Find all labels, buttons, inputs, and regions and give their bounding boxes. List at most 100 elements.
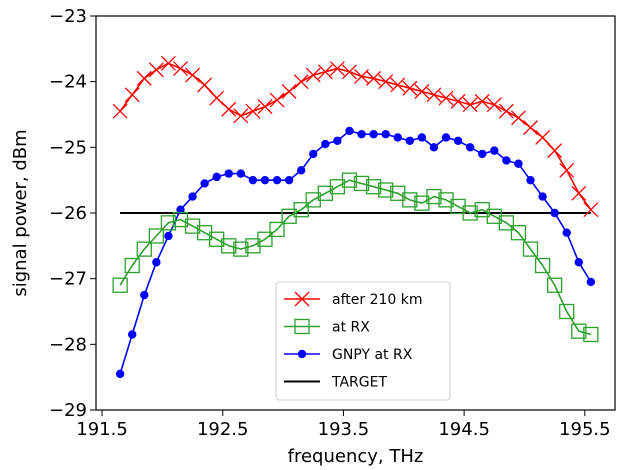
- data-point-x: [136, 70, 152, 86]
- data-point-square: [160, 215, 177, 231]
- data-point-dot: [309, 149, 318, 159]
- data-point-dot: [321, 139, 330, 149]
- data-point-x: [317, 64, 333, 80]
- legend-box: [275, 281, 451, 401]
- plot-area: [112, 55, 599, 379]
- x-stroke: [112, 103, 128, 119]
- data-point-x: [233, 108, 249, 124]
- data-point-x: [390, 77, 406, 93]
- data-point-x: [269, 92, 285, 108]
- data-point-square: [124, 257, 140, 274]
- x-stroke: [474, 93, 490, 109]
- series-at-rx: [112, 172, 599, 343]
- x-stroke: [221, 101, 237, 117]
- data-point-x: [197, 77, 213, 93]
- data-point-dot: [357, 130, 366, 139]
- data-point-dot: [538, 192, 547, 201]
- x-stroke: [185, 67, 201, 83]
- data-point-x: [414, 84, 430, 99]
- data-point-square: [522, 241, 539, 257]
- data-point-square: [498, 215, 515, 231]
- data-point-x: [498, 103, 514, 119]
- x-stroke: [317, 64, 333, 80]
- data-point-dot: [272, 175, 282, 185]
- data-point-x: [523, 120, 538, 136]
- x-stroke: [438, 90, 454, 106]
- y-tick-label: −24: [49, 72, 87, 93]
- legend-item-target: TARGET: [284, 375, 387, 391]
- data-point-dot: [140, 290, 149, 300]
- data-point-square: [353, 175, 370, 192]
- data-point-square: [148, 228, 164, 244]
- data-point-dot: [369, 130, 378, 139]
- data-point-square: [257, 231, 273, 247]
- series-line-gnpy-at-rx: [119, 130, 592, 375]
- data-point-dot: [453, 136, 463, 145]
- data-point-square: [136, 241, 152, 257]
- data-point-square: [378, 182, 394, 198]
- x-stroke: [378, 74, 394, 90]
- data-point-dot: [200, 179, 209, 188]
- data-point-x: [294, 291, 310, 307]
- data-point-dot: [188, 192, 197, 201]
- data-point-square: [462, 205, 478, 221]
- y-tick-label: −28: [49, 334, 87, 355]
- data-point-x: [173, 61, 188, 76]
- data-point-dot: [441, 133, 451, 142]
- x-tick-label: 193.5: [318, 419, 370, 440]
- x-stroke: [245, 103, 261, 119]
- series-line-at-rx: [119, 179, 592, 336]
- data-point-x: [438, 90, 454, 106]
- x-stroke: [414, 84, 430, 99]
- data-point-x: [426, 87, 442, 103]
- data-point-x: [559, 162, 575, 178]
- data-point-square: [293, 202, 309, 218]
- x-stroke: [354, 68, 369, 84]
- x-stroke: [462, 97, 478, 113]
- x-stroke: [173, 61, 188, 76]
- data-point-x: [245, 103, 261, 119]
- legend-item-after-210-km: after 210 km: [284, 291, 423, 308]
- data-point-square: [426, 188, 442, 205]
- legend-label: TARGET: [331, 375, 387, 391]
- data-point-dot: [465, 143, 475, 152]
- data-point-dot: [586, 277, 596, 287]
- data-point-square: [583, 326, 599, 343]
- data-point-square: [559, 303, 575, 320]
- x-stroke: [197, 77, 213, 93]
- x-stroke: [571, 185, 587, 201]
- data-point-x: [462, 97, 478, 113]
- data-point-square: [269, 221, 285, 238]
- data-point-x: [547, 143, 563, 159]
- x-stroke: [305, 67, 321, 83]
- data-point-x: [160, 55, 176, 71]
- data-point-dot: [128, 330, 137, 339]
- data-point-square: [365, 179, 382, 195]
- x-stroke: [160, 55, 176, 71]
- y-tick-label: −25: [49, 137, 87, 158]
- x-stroke: [233, 108, 249, 124]
- data-point-dot: [176, 205, 185, 214]
- data-point-x: [329, 61, 345, 76]
- x-stroke: [136, 70, 152, 86]
- y-tick-label: −29: [49, 400, 87, 421]
- data-point-square: [547, 277, 563, 293]
- x-stroke: [486, 97, 502, 113]
- data-point-x: [510, 110, 526, 126]
- data-point-x: [281, 84, 297, 99]
- data-point-x: [366, 70, 382, 86]
- data-point-dot: [514, 159, 523, 168]
- data-point-square: [112, 277, 128, 293]
- series-gnpy-at-rx: [115, 126, 596, 379]
- x-stroke: [124, 87, 140, 103]
- data-point-dot: [297, 349, 307, 359]
- x-tick-label: 191.5: [76, 419, 128, 440]
- data-point-dot: [429, 143, 439, 152]
- data-point-square: [294, 318, 310, 335]
- data-point-x: [535, 130, 551, 145]
- data-point-x: [378, 74, 394, 90]
- data-point-x: [185, 67, 201, 83]
- data-point-dot: [550, 208, 559, 218]
- data-point-square: [402, 192, 418, 208]
